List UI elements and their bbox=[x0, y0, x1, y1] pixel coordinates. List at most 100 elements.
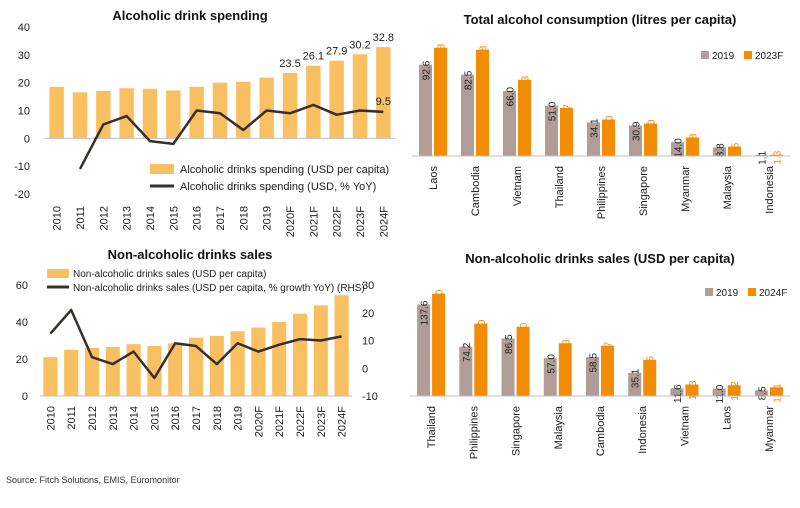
chart3-ytick-right: 10 bbox=[362, 336, 374, 348]
chart3-category-label: 2011 bbox=[66, 406, 78, 430]
chart4-legend-label: 2019 bbox=[716, 288, 739, 299]
chart4-bar-2024f bbox=[558, 343, 572, 396]
chart2-bar-2023f bbox=[770, 154, 783, 156]
chart1-category-label: 2011 bbox=[75, 206, 87, 230]
chart4-category-label: Vietnam bbox=[679, 406, 691, 446]
chart2-bar-2023f bbox=[644, 123, 657, 156]
chart1-category-label: 2023F bbox=[355, 206, 367, 237]
chart3-growth-line bbox=[49, 308, 342, 380]
chart2-bar-2019 bbox=[713, 147, 726, 156]
chart1-category-label: 2020F bbox=[285, 206, 297, 237]
chart3-ytick-left: 40 bbox=[16, 317, 28, 329]
chart4-label-2019: 74.2 bbox=[462, 342, 473, 362]
chart1-category-label: 2024F bbox=[378, 206, 390, 237]
chart3-legend-label: Non-alcoholic drinks sales (USD per capi… bbox=[73, 283, 365, 294]
chart2-bar-2019 bbox=[503, 90, 516, 156]
chart1-bar bbox=[259, 77, 274, 139]
chart3-ytick-right: -10 bbox=[362, 391, 378, 403]
chart2-category-label: Cambodia bbox=[470, 165, 482, 216]
chart1-bar bbox=[376, 47, 391, 139]
chart2-bar-2019 bbox=[755, 154, 768, 156]
chart1-category-label: 2019 bbox=[262, 206, 274, 230]
chart2-bar-2019 bbox=[587, 122, 600, 156]
chart4-bar-2024f bbox=[474, 323, 488, 396]
chart3-ytick-left: 0 bbox=[22, 391, 28, 403]
chart3-bar bbox=[43, 357, 58, 396]
chart3-category-label: 2021F bbox=[274, 406, 286, 437]
chart3-category-label: 2013 bbox=[108, 406, 120, 430]
source-note: Source: Fitch Solutions, EMIS, Euromonit… bbox=[6, 475, 180, 485]
chart4-bar-2024f bbox=[769, 387, 783, 396]
chart2-category-label: Singapore bbox=[638, 166, 650, 216]
chart3-category-label: 2022F bbox=[295, 406, 307, 437]
chart3-ytick-left: 20 bbox=[16, 354, 28, 366]
chart3-bar bbox=[334, 295, 349, 396]
chart3-legend-label: Non-alcoholic drinks sales (USD per capi… bbox=[73, 269, 266, 280]
chart1-category-label: 2013 bbox=[122, 206, 134, 230]
chart3-category-label: 2014 bbox=[129, 406, 141, 430]
chart2-legend-swatch-2023f bbox=[744, 51, 752, 59]
chart3-bar bbox=[313, 305, 328, 396]
chart2-category-label: Laos bbox=[428, 166, 440, 190]
chart2-label-2023f: 9.5 bbox=[731, 142, 742, 156]
chart1-category-label: 2021F bbox=[308, 206, 320, 237]
chart3-category-label: 2019 bbox=[233, 406, 245, 430]
chart1-data-label: 26.1 bbox=[303, 51, 324, 63]
chart1-bar bbox=[329, 60, 344, 139]
chart4-label-2019: 57.0 bbox=[546, 354, 557, 374]
chart3-bar bbox=[84, 347, 100, 396]
chart3-ytick-right: 30 bbox=[362, 280, 374, 292]
chart1-ytick-label: 10 bbox=[18, 106, 30, 118]
chart3-bar bbox=[230, 331, 245, 396]
chart1-yoy-line bbox=[78, 103, 384, 170]
chart4-label-2019: 11.6 bbox=[673, 384, 684, 403]
chart4-category-label: Thailand bbox=[426, 406, 438, 448]
chart2-category-label: Indonesia bbox=[764, 165, 776, 214]
chart1-legend-label: Alcoholic drinks spending (USD, % YoY) bbox=[180, 181, 376, 193]
chart1-data-label: 23.5 bbox=[279, 58, 300, 70]
chart1-ytick-label: 30 bbox=[18, 50, 30, 62]
chart4-label-2019: 86.5 bbox=[504, 334, 515, 354]
chart4-label-2024f: 104.0 bbox=[519, 322, 530, 347]
chart4-bar-2024f bbox=[516, 326, 530, 396]
chart2-label-2023f: 107.8 bbox=[479, 45, 490, 70]
chart3-category-label: 2018 bbox=[212, 406, 224, 430]
chart3-bar bbox=[188, 337, 204, 396]
chart4-category-label: Philippines bbox=[468, 406, 480, 460]
chart4-label-2019: 11.0 bbox=[715, 384, 726, 403]
chart1-category-label: 2015 bbox=[168, 206, 180, 230]
chart1-category-label: 2017 bbox=[215, 206, 227, 230]
chart1-bar bbox=[72, 92, 88, 139]
chart3-category-label: 2017 bbox=[191, 406, 203, 430]
chart3-bar bbox=[251, 327, 266, 396]
chart1-ytick-label: -10 bbox=[14, 161, 30, 173]
chart1-data-label: 27.9 bbox=[326, 46, 347, 58]
chart2-bar-2019 bbox=[629, 125, 642, 156]
chart1-category-label: 2012 bbox=[98, 206, 110, 230]
chart1-bar bbox=[49, 86, 64, 139]
chart2-label-2019: 51.0 bbox=[548, 101, 559, 121]
chart2-label-2019: 66.0 bbox=[506, 87, 517, 107]
chart4-bar-2019 bbox=[754, 390, 768, 396]
chart3-category-label: 2024F bbox=[337, 406, 349, 437]
chart2-label-2019: 30.9 bbox=[632, 121, 643, 141]
chart2-label-2019: 34.1 bbox=[590, 118, 601, 138]
chart2-label-2023f: 77.3 bbox=[521, 75, 532, 95]
chart3-legend-swatch-bar bbox=[47, 269, 69, 278]
chart2-legend-label: 2019 bbox=[712, 51, 735, 62]
chart1-ytick-label: 20 bbox=[18, 78, 30, 90]
chart4-bar-2024f bbox=[643, 359, 657, 396]
chart2-label-2023f: 37.0 bbox=[605, 115, 616, 135]
chart1-category-label: 2014 bbox=[145, 206, 157, 230]
chart1-category-label: 2010 bbox=[52, 206, 64, 230]
chart3-ytick-right: 20 bbox=[362, 308, 374, 320]
chart2-bar-2019 bbox=[545, 105, 558, 156]
chart4-bar-2019 bbox=[628, 372, 642, 396]
chart2-label-2023f: 48.7 bbox=[563, 104, 574, 124]
chart4-category-label: Myanmar bbox=[764, 406, 776, 452]
chart1-bar bbox=[352, 54, 368, 139]
chart2-bar-2023f bbox=[518, 79, 531, 156]
chart3-bar bbox=[147, 346, 162, 396]
chart1-bar bbox=[142, 88, 158, 139]
